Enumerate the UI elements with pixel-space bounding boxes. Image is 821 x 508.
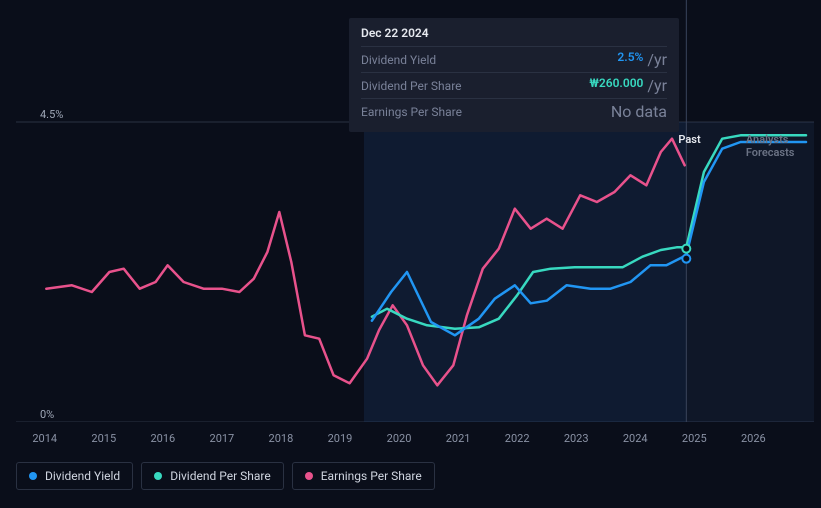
tooltip-value: ₩260.000 — [589, 76, 643, 95]
legend-label: Dividend Per Share — [170, 469, 271, 483]
x-tick: 2022 — [505, 432, 530, 445]
tooltip-nodata: No data — [611, 102, 667, 121]
y-axis-min: 0% — [40, 408, 54, 421]
tooltip-row: Dividend Yield 2.5%/yr — [361, 47, 667, 73]
x-tick: 2024 — [623, 432, 648, 445]
legend-label: Earnings Per Share — [321, 469, 422, 483]
x-axis: 2014 2015 2016 2017 2018 2019 2020 2021 2022 2023… — [16, 432, 814, 448]
tooltip-row-label: Earnings Per Share — [361, 105, 462, 119]
chart-tooltip: Dec 22 2024 Dividend Yield2.5%/yrDividen… — [349, 18, 679, 132]
legend-dot — [154, 472, 162, 480]
chart-legend: Dividend Yield Dividend Per Share Earnings… — [16, 462, 435, 490]
legend-dot — [29, 472, 37, 480]
x-tick: 2026 — [741, 432, 766, 445]
tooltip-unit: /yr — [647, 50, 667, 69]
x-tick: 2018 — [269, 432, 294, 445]
x-tick: 2019 — [328, 432, 353, 445]
legend-label: Dividend Yield — [45, 469, 120, 483]
x-tick: 2023 — [564, 432, 589, 445]
region-label-past: Past — [678, 133, 700, 146]
tooltip-date: Dec 22 2024 — [361, 26, 667, 47]
x-tick: 2016 — [150, 432, 175, 445]
x-tick: 2015 — [91, 432, 116, 445]
tooltip-value: 2.5% — [617, 50, 643, 69]
x-tick: 2017 — [210, 432, 235, 445]
tooltip-row-label: Dividend Per Share — [361, 79, 462, 93]
tooltip-row: Dividend Per Share ₩260.000/yr — [361, 73, 667, 99]
legend-item-dividend_per_share[interactable]: Dividend Per Share — [141, 462, 284, 490]
region-label-forecast: Analysts Forecasts — [746, 133, 795, 159]
x-tick: 2021 — [446, 432, 471, 445]
dividend-chart: 4.5% 0% Past Analysts Forecasts 2014 2015… — [0, 0, 821, 508]
x-tick: 2025 — [682, 432, 707, 445]
tooltip-row: Earnings Per Share No data — [361, 99, 667, 124]
x-tick: 2014 — [32, 432, 57, 445]
x-tick: 2020 — [387, 432, 412, 445]
tooltip-unit: /yr — [647, 76, 667, 95]
legend-item-dividend_yield[interactable]: Dividend Yield — [16, 462, 133, 490]
legend-item-earnings_per_share[interactable]: Earnings Per Share — [292, 462, 435, 490]
y-axis-max: 4.5% — [40, 108, 63, 121]
legend-dot — [305, 472, 313, 480]
tooltip-row-label: Dividend Yield — [361, 53, 436, 67]
